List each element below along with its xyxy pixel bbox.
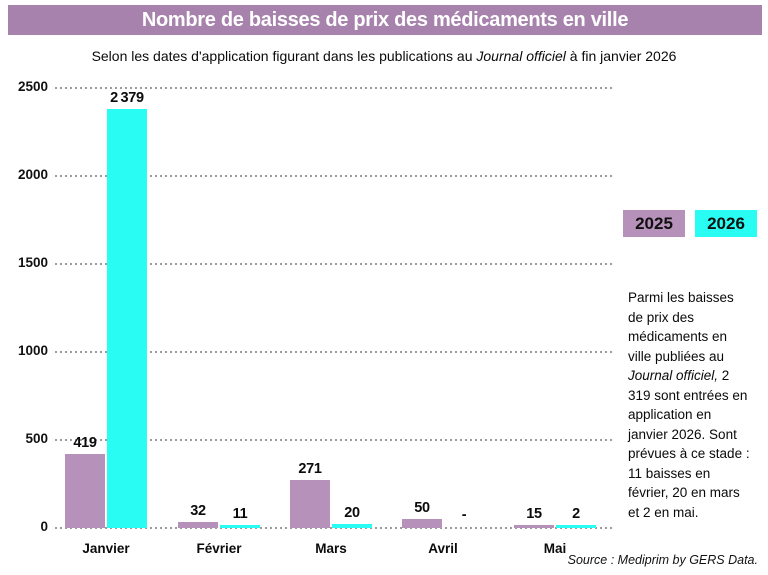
bar-2025-février bbox=[178, 522, 218, 528]
bar-2025-mai bbox=[514, 525, 554, 528]
bar-value-label: 50 bbox=[414, 500, 430, 516]
bar-2026-mai bbox=[556, 525, 596, 528]
x-axis-category-label: Janvier bbox=[82, 541, 130, 556]
bar-2026-février bbox=[220, 525, 260, 528]
subtitle-text: Selon les dates d'application figurant d… bbox=[91, 48, 477, 64]
legend-item-2025: 2025 bbox=[623, 210, 685, 237]
bar-value-label: 20 bbox=[344, 505, 360, 521]
source-credit: Source : Mediprim by GERS Data. bbox=[567, 553, 758, 567]
bar-value-label: 419 bbox=[73, 435, 97, 451]
gridline bbox=[55, 87, 612, 89]
x-axis-category-label: Mars bbox=[315, 541, 347, 556]
title-bar: Nombre de baisses de prix des médicament… bbox=[8, 5, 762, 35]
note-text-after: 2 319 sont entrées en application en jan… bbox=[628, 368, 750, 520]
y-axis-tick-label: 0 bbox=[40, 519, 48, 534]
bar-2025-janvier bbox=[65, 454, 105, 528]
y-axis-tick-label: 2500 bbox=[17, 79, 48, 94]
bar-value-label: 2 379 bbox=[110, 90, 144, 106]
y-axis-tick-label: 1000 bbox=[17, 343, 48, 358]
gridline bbox=[55, 263, 612, 265]
bar-value-label: - bbox=[461, 507, 467, 523]
y-axis-tick-label: 1500 bbox=[17, 255, 48, 270]
note-text: Parmi les baisses de prix des médicament… bbox=[628, 290, 734, 364]
bar-value-label: 32 bbox=[190, 503, 206, 519]
bar-value-label: 271 bbox=[298, 461, 322, 477]
gridline bbox=[55, 527, 612, 529]
gridline bbox=[55, 351, 612, 353]
annotation-note: Parmi les baisses de prix des médicament… bbox=[628, 288, 752, 522]
chart-legend: 2025 2026 bbox=[623, 210, 757, 237]
bar-value-label: 2 bbox=[572, 506, 580, 522]
subtitle-text-after: à fin janvier 2026 bbox=[565, 48, 677, 64]
bar-2025-avril bbox=[402, 519, 442, 528]
x-axis-category-label: Février bbox=[196, 541, 242, 556]
x-axis-category-label: Mai bbox=[543, 541, 567, 556]
bar-2026-mars bbox=[332, 524, 372, 528]
chart-subtitle: Selon les dates d'application figurant d… bbox=[0, 48, 768, 64]
x-axis-category-label: Avril bbox=[428, 541, 458, 556]
legend-item-2026: 2026 bbox=[695, 210, 757, 237]
y-axis-tick-label: 500 bbox=[25, 431, 48, 446]
page-title: Nombre de baisses de prix des médicament… bbox=[141, 8, 629, 31]
bar-value-label: 11 bbox=[232, 506, 248, 522]
gridline bbox=[55, 175, 612, 177]
subtitle-italic-text: Journal officiel bbox=[476, 48, 566, 64]
bar-value-label: 15 bbox=[526, 506, 542, 522]
y-axis-tick-label: 2000 bbox=[17, 167, 48, 182]
note-italic-text: Journal officiel, bbox=[628, 368, 719, 383]
bar-2025-mars bbox=[290, 480, 330, 528]
gridline bbox=[55, 439, 612, 441]
bar-2026-janvier bbox=[107, 109, 147, 528]
